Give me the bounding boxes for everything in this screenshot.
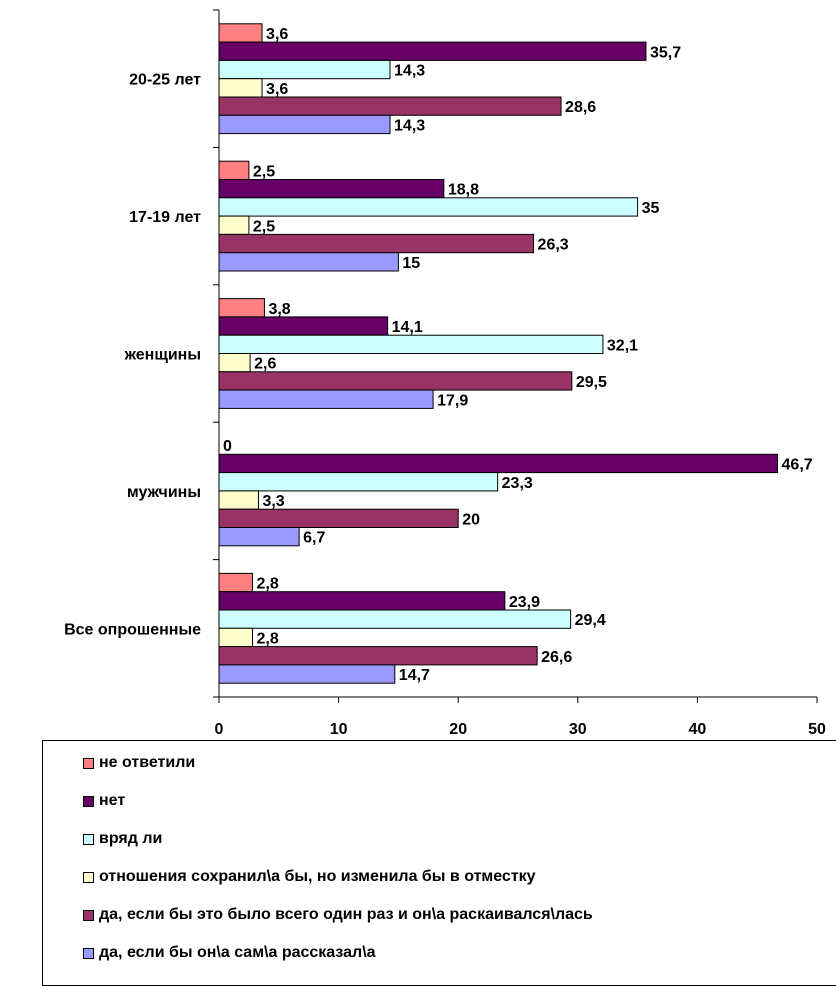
bar-value-label: 3,6 bbox=[266, 81, 288, 98]
legend-item-vryad-li: вряд ли bbox=[83, 829, 162, 849]
bar bbox=[218, 78, 263, 98]
bar-value-label: 2,8 bbox=[256, 630, 278, 647]
bar-value-label: 3,6 bbox=[266, 26, 288, 43]
bar-value-label: 14,3 bbox=[394, 117, 425, 134]
bar-value-label: 6,7 bbox=[303, 530, 325, 547]
bar bbox=[218, 490, 259, 510]
bar bbox=[218, 591, 506, 611]
bar-value-label: 2,8 bbox=[256, 576, 278, 593]
bar bbox=[218, 252, 399, 272]
category-label: 20-25 лет bbox=[129, 72, 201, 89]
bar-value-label: 3,3 bbox=[262, 493, 284, 510]
legend-swatch bbox=[83, 947, 94, 959]
legend-swatch bbox=[83, 795, 94, 807]
category-label: 17-19 лет bbox=[129, 209, 201, 226]
bar bbox=[218, 215, 250, 235]
bar-value-label: 18,8 bbox=[448, 182, 479, 199]
bar-value-label: 14,3 bbox=[394, 63, 425, 80]
bar bbox=[218, 371, 573, 391]
legend-swatch bbox=[83, 757, 94, 769]
legend-label: да, если бы это было всего один раз и он… bbox=[99, 906, 593, 923]
bar bbox=[218, 298, 265, 318]
legend-swatch bbox=[83, 871, 94, 883]
bar-value-label: 2,5 bbox=[253, 218, 275, 235]
bar bbox=[218, 646, 538, 666]
bar-value-label: 2,5 bbox=[253, 163, 275, 180]
bar-value-label: 2,6 bbox=[254, 356, 276, 373]
legend-label: не ответили bbox=[99, 754, 196, 771]
legend-label: да, если бы он\а сам\а рассказал\а bbox=[99, 944, 376, 961]
bar bbox=[218, 627, 253, 648]
x-tick-label: 50 bbox=[808, 721, 826, 738]
legend-swatch bbox=[83, 909, 94, 921]
legend-label: нет bbox=[99, 792, 126, 809]
bar bbox=[218, 334, 604, 355]
bar-value-label: 23,9 bbox=[509, 594, 540, 611]
legend-item-net: нет bbox=[83, 791, 125, 811]
bar-value-label: 3,8 bbox=[268, 301, 290, 318]
bar-value-label: 46,7 bbox=[782, 456, 813, 473]
bar bbox=[218, 197, 639, 217]
bar bbox=[218, 233, 535, 254]
x-tick-label: 30 bbox=[569, 721, 587, 738]
category-label: Все опрошенные bbox=[64, 621, 201, 638]
legend-label: вряд ли bbox=[99, 830, 163, 847]
bar bbox=[218, 472, 499, 492]
bar-value-label: 32,1 bbox=[607, 337, 638, 354]
x-tick-label: 0 bbox=[215, 721, 224, 738]
category-label: женщины bbox=[124, 347, 201, 364]
chart-legend: не ответили нет вряд ли отношения сохран… bbox=[42, 740, 836, 986]
legend-label: отношения сохранил\а бы, но изменила бы … bbox=[99, 868, 536, 885]
bar bbox=[218, 664, 396, 684]
x-tick-label: 20 bbox=[449, 721, 467, 738]
legend-swatch bbox=[83, 833, 94, 845]
bar-value-label: 14,7 bbox=[399, 667, 430, 684]
bar bbox=[218, 572, 253, 593]
legend-item-ne-otvetili: не ответили bbox=[83, 753, 195, 773]
bar bbox=[218, 23, 263, 43]
bar-value-label: 20 bbox=[462, 511, 480, 528]
bar-value-label: 0 bbox=[223, 438, 232, 455]
bar bbox=[218, 353, 251, 373]
bar-value-label: 26,6 bbox=[541, 649, 572, 666]
x-tick-label: 40 bbox=[689, 721, 707, 738]
bar-value-label: 35,7 bbox=[650, 44, 681, 61]
bar-value-label: 28,6 bbox=[565, 99, 596, 116]
bar-value-label: 23,3 bbox=[502, 475, 533, 492]
bar bbox=[218, 527, 300, 547]
bar-value-label: 17,9 bbox=[437, 392, 468, 409]
bar bbox=[218, 316, 389, 336]
bar-value-label: 29,4 bbox=[575, 612, 606, 629]
bar bbox=[218, 508, 459, 529]
bar-value-label: 29,5 bbox=[576, 374, 607, 391]
legend-item-otnosheniya: отношения сохранил\а бы, но изменила бы … bbox=[83, 867, 536, 887]
x-tick-label: 10 bbox=[330, 721, 348, 738]
bar bbox=[218, 96, 562, 116]
bar bbox=[218, 179, 445, 199]
category-label: мужчины bbox=[127, 484, 201, 501]
bar-value-label: 14,1 bbox=[392, 319, 423, 336]
bar-value-label: 15 bbox=[402, 255, 420, 272]
bar bbox=[218, 453, 779, 474]
bar bbox=[218, 389, 434, 409]
bar bbox=[218, 114, 391, 135]
legend-item-da-sam-rasskazal: да, если бы он\а сам\а рассказал\а bbox=[83, 943, 376, 963]
bar bbox=[218, 160, 250, 180]
bar-value-label: 26,3 bbox=[538, 237, 569, 254]
bar-chart: 0 10 20 30 40 50 Все опрошенные мужчины женщины 1… bbox=[64, 9, 826, 738]
legend-item-da-odin-raz: да, если бы это было всего один раз и он… bbox=[83, 905, 593, 925]
bar bbox=[218, 609, 572, 629]
bar-value-label: 35 bbox=[642, 200, 660, 217]
bar bbox=[218, 41, 647, 61]
bar bbox=[218, 59, 391, 80]
